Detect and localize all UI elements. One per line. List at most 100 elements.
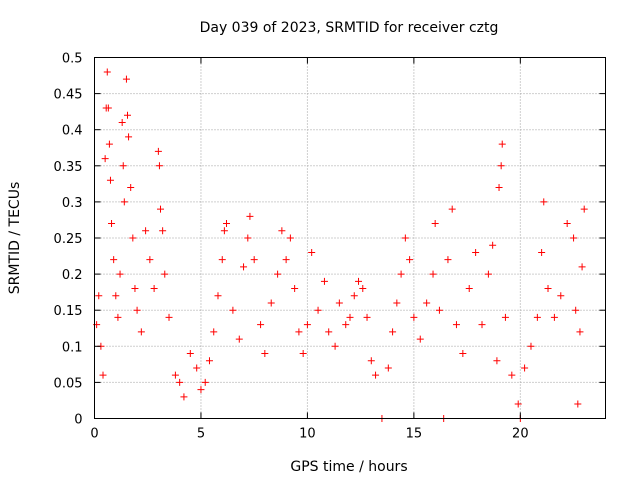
data-point (261, 350, 269, 358)
y-tick-label: 0.25 (54, 232, 83, 247)
y-axis-ticks: 0 0.05 0.1 0.15 0.2 0.25 0.3 0.35 0.4 0.45 0.5 (54, 52, 606, 428)
y-tick-label: 0.1 (62, 340, 83, 355)
data-point (112, 292, 120, 300)
data-point (291, 285, 299, 293)
data-point (101, 155, 109, 163)
data-point (314, 306, 322, 314)
data-point (303, 321, 311, 329)
x-axis-ticks: 0 5 10 15 20 (90, 57, 529, 442)
data-point (325, 328, 333, 336)
x-tick-label: 0 (90, 427, 98, 442)
data-point (572, 306, 580, 314)
y-tick-label: 0.05 (54, 376, 83, 391)
data-point (410, 313, 418, 321)
y-tick-label: 0.35 (54, 160, 83, 175)
data-point (257, 321, 265, 329)
data-point (533, 313, 541, 321)
data-point (159, 227, 167, 235)
chart-title: Day 039 of 2023, SRMTID for receiver czt… (200, 20, 499, 36)
data-point (570, 234, 578, 242)
data-points (93, 68, 588, 422)
data-point (154, 147, 162, 155)
data-point (359, 285, 367, 293)
y-tick-label: 0.5 (62, 52, 83, 67)
data-point (197, 386, 205, 394)
data-point (127, 183, 135, 191)
data-point (103, 68, 111, 76)
data-point (193, 364, 201, 372)
data-point (282, 256, 290, 264)
x-tick-label: 20 (512, 427, 529, 442)
data-point (576, 328, 584, 336)
data-point (274, 270, 282, 278)
data-point (397, 270, 405, 278)
y-tick-label: 0 (74, 413, 82, 428)
data-point (119, 162, 127, 170)
data-point (210, 328, 218, 336)
data-point (124, 111, 132, 119)
data-point (331, 342, 339, 350)
y-tick-label: 0.2 (62, 268, 83, 283)
y-tick-label: 0.3 (62, 196, 83, 211)
data-point (118, 118, 126, 126)
data-point (320, 277, 328, 285)
data-point (278, 227, 286, 235)
data-point (267, 299, 275, 307)
data-point (171, 371, 179, 379)
data-point (501, 313, 509, 321)
data-point (299, 350, 307, 358)
data-point (355, 277, 363, 285)
data-point (393, 299, 401, 307)
data-point (295, 328, 303, 336)
data-point (423, 299, 431, 307)
data-point (133, 306, 141, 314)
data-point (120, 198, 128, 206)
data-point (472, 248, 480, 256)
data-point (416, 335, 424, 343)
data-point (150, 285, 158, 293)
data-point (514, 400, 522, 408)
data-point (372, 371, 380, 379)
data-point (161, 270, 169, 278)
x-tick-label: 5 (197, 427, 205, 442)
data-point (104, 104, 112, 112)
data-point (122, 75, 130, 83)
data-point (250, 256, 258, 264)
data-point (527, 342, 535, 350)
data-point (497, 162, 505, 170)
data-point (186, 350, 194, 358)
data-point (429, 270, 437, 278)
data-point (495, 183, 503, 191)
data-point (214, 292, 222, 300)
data-point (110, 256, 118, 264)
data-point (240, 263, 248, 271)
x-axis-label: GPS time / hours (290, 459, 407, 475)
data-point (205, 357, 213, 365)
data-point (286, 234, 294, 242)
data-point (498, 140, 506, 148)
y-tick-label: 0.4 (62, 124, 83, 139)
data-point (220, 227, 228, 235)
y-tick-label: 0.15 (54, 304, 83, 319)
x-tick-label: 15 (406, 427, 423, 442)
data-point (459, 350, 467, 358)
data-point (142, 227, 150, 235)
data-point (165, 313, 173, 321)
data-point (550, 313, 558, 321)
data-point (489, 241, 497, 249)
data-point (452, 321, 460, 329)
data-point (431, 220, 439, 228)
data-point (346, 313, 354, 321)
y-axis-label: SRMTID / TECUs (7, 182, 23, 295)
data-point (131, 285, 139, 293)
data-point (106, 176, 114, 184)
data-point (335, 299, 343, 307)
data-point (444, 256, 452, 264)
y-tick-label: 0.45 (54, 88, 83, 103)
data-point (574, 400, 582, 408)
data-point (176, 378, 184, 386)
data-point (367, 357, 375, 365)
data-point (465, 285, 473, 293)
